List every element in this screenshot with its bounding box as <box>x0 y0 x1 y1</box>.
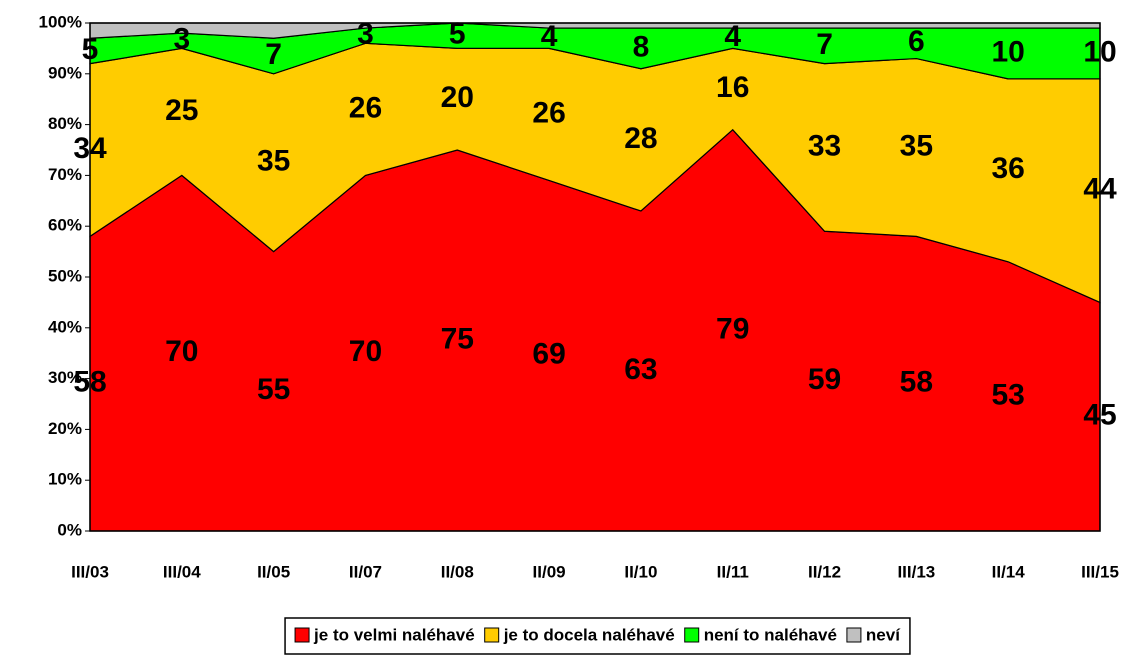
y-tick-label: 20% <box>48 419 82 438</box>
y-tick-label: 80% <box>48 114 82 133</box>
data-label: 63 <box>624 353 657 386</box>
y-tick-label: 50% <box>48 266 82 285</box>
data-label: 3 <box>357 18 374 51</box>
data-label: 8 <box>633 30 650 63</box>
data-label: 10 <box>991 35 1024 68</box>
legend-label: není to naléhavé <box>704 625 837 644</box>
legend-label: neví <box>866 625 901 644</box>
x-tick-label: II/11 <box>717 562 749 581</box>
legend-swatch <box>484 627 500 643</box>
data-label: 69 <box>532 338 565 371</box>
data-label: 75 <box>441 322 474 355</box>
data-label: 5 <box>449 18 466 51</box>
x-tick-label: II/09 <box>533 562 566 581</box>
x-tick-label: II/07 <box>349 562 382 581</box>
y-tick-label: 60% <box>48 216 82 235</box>
y-tick-label: 30% <box>48 368 82 387</box>
data-label: 20 <box>441 81 474 114</box>
data-label: 59 <box>808 363 841 396</box>
y-tick-label: 40% <box>48 317 82 336</box>
data-label: 4 <box>541 20 558 53</box>
data-label: 70 <box>165 335 198 368</box>
x-tick-label: II/10 <box>624 562 657 581</box>
data-label: 28 <box>624 122 657 155</box>
legend <box>284 617 911 655</box>
x-tick-label: III/03 <box>71 562 109 581</box>
data-label: 79 <box>716 312 749 345</box>
x-tick-label: II/08 <box>441 562 474 581</box>
data-label: 55 <box>257 373 290 406</box>
y-tick-label: 100% <box>39 12 82 31</box>
y-tick-label: 10% <box>48 470 82 489</box>
data-label: 4 <box>724 20 741 53</box>
legend-swatch <box>294 627 310 643</box>
legend-label: je to velmi naléhavé <box>313 625 475 644</box>
y-tick-label: 0% <box>57 520 82 539</box>
data-label: 16 <box>716 71 749 104</box>
x-tick-label: II/14 <box>992 562 1026 581</box>
data-label: 7 <box>816 28 833 61</box>
legend-swatch <box>684 627 700 643</box>
data-label: 26 <box>532 96 565 129</box>
data-label: 35 <box>900 129 933 162</box>
x-tick-label: III/13 <box>897 562 935 581</box>
data-label: 3 <box>173 23 190 56</box>
data-label: 6 <box>908 25 925 58</box>
x-tick-label: III/04 <box>163 562 201 581</box>
y-tick-label: 70% <box>48 165 82 184</box>
data-label: 36 <box>991 152 1024 185</box>
x-tick-label: III/15 <box>1081 562 1119 581</box>
x-tick-label: II/12 <box>808 562 841 581</box>
data-label: 26 <box>349 91 382 124</box>
data-label: 7 <box>265 38 282 71</box>
data-label: 35 <box>257 145 290 178</box>
legend-swatch <box>846 627 862 643</box>
data-label: 53 <box>991 378 1024 411</box>
legend-label: je to docela naléhavé <box>503 625 675 644</box>
x-tick-label: II/05 <box>257 562 290 581</box>
data-label: 70 <box>349 335 382 368</box>
data-label: 25 <box>165 94 198 127</box>
y-tick-label: 90% <box>48 63 82 82</box>
data-label: 33 <box>808 129 841 162</box>
data-label: 58 <box>900 366 933 399</box>
